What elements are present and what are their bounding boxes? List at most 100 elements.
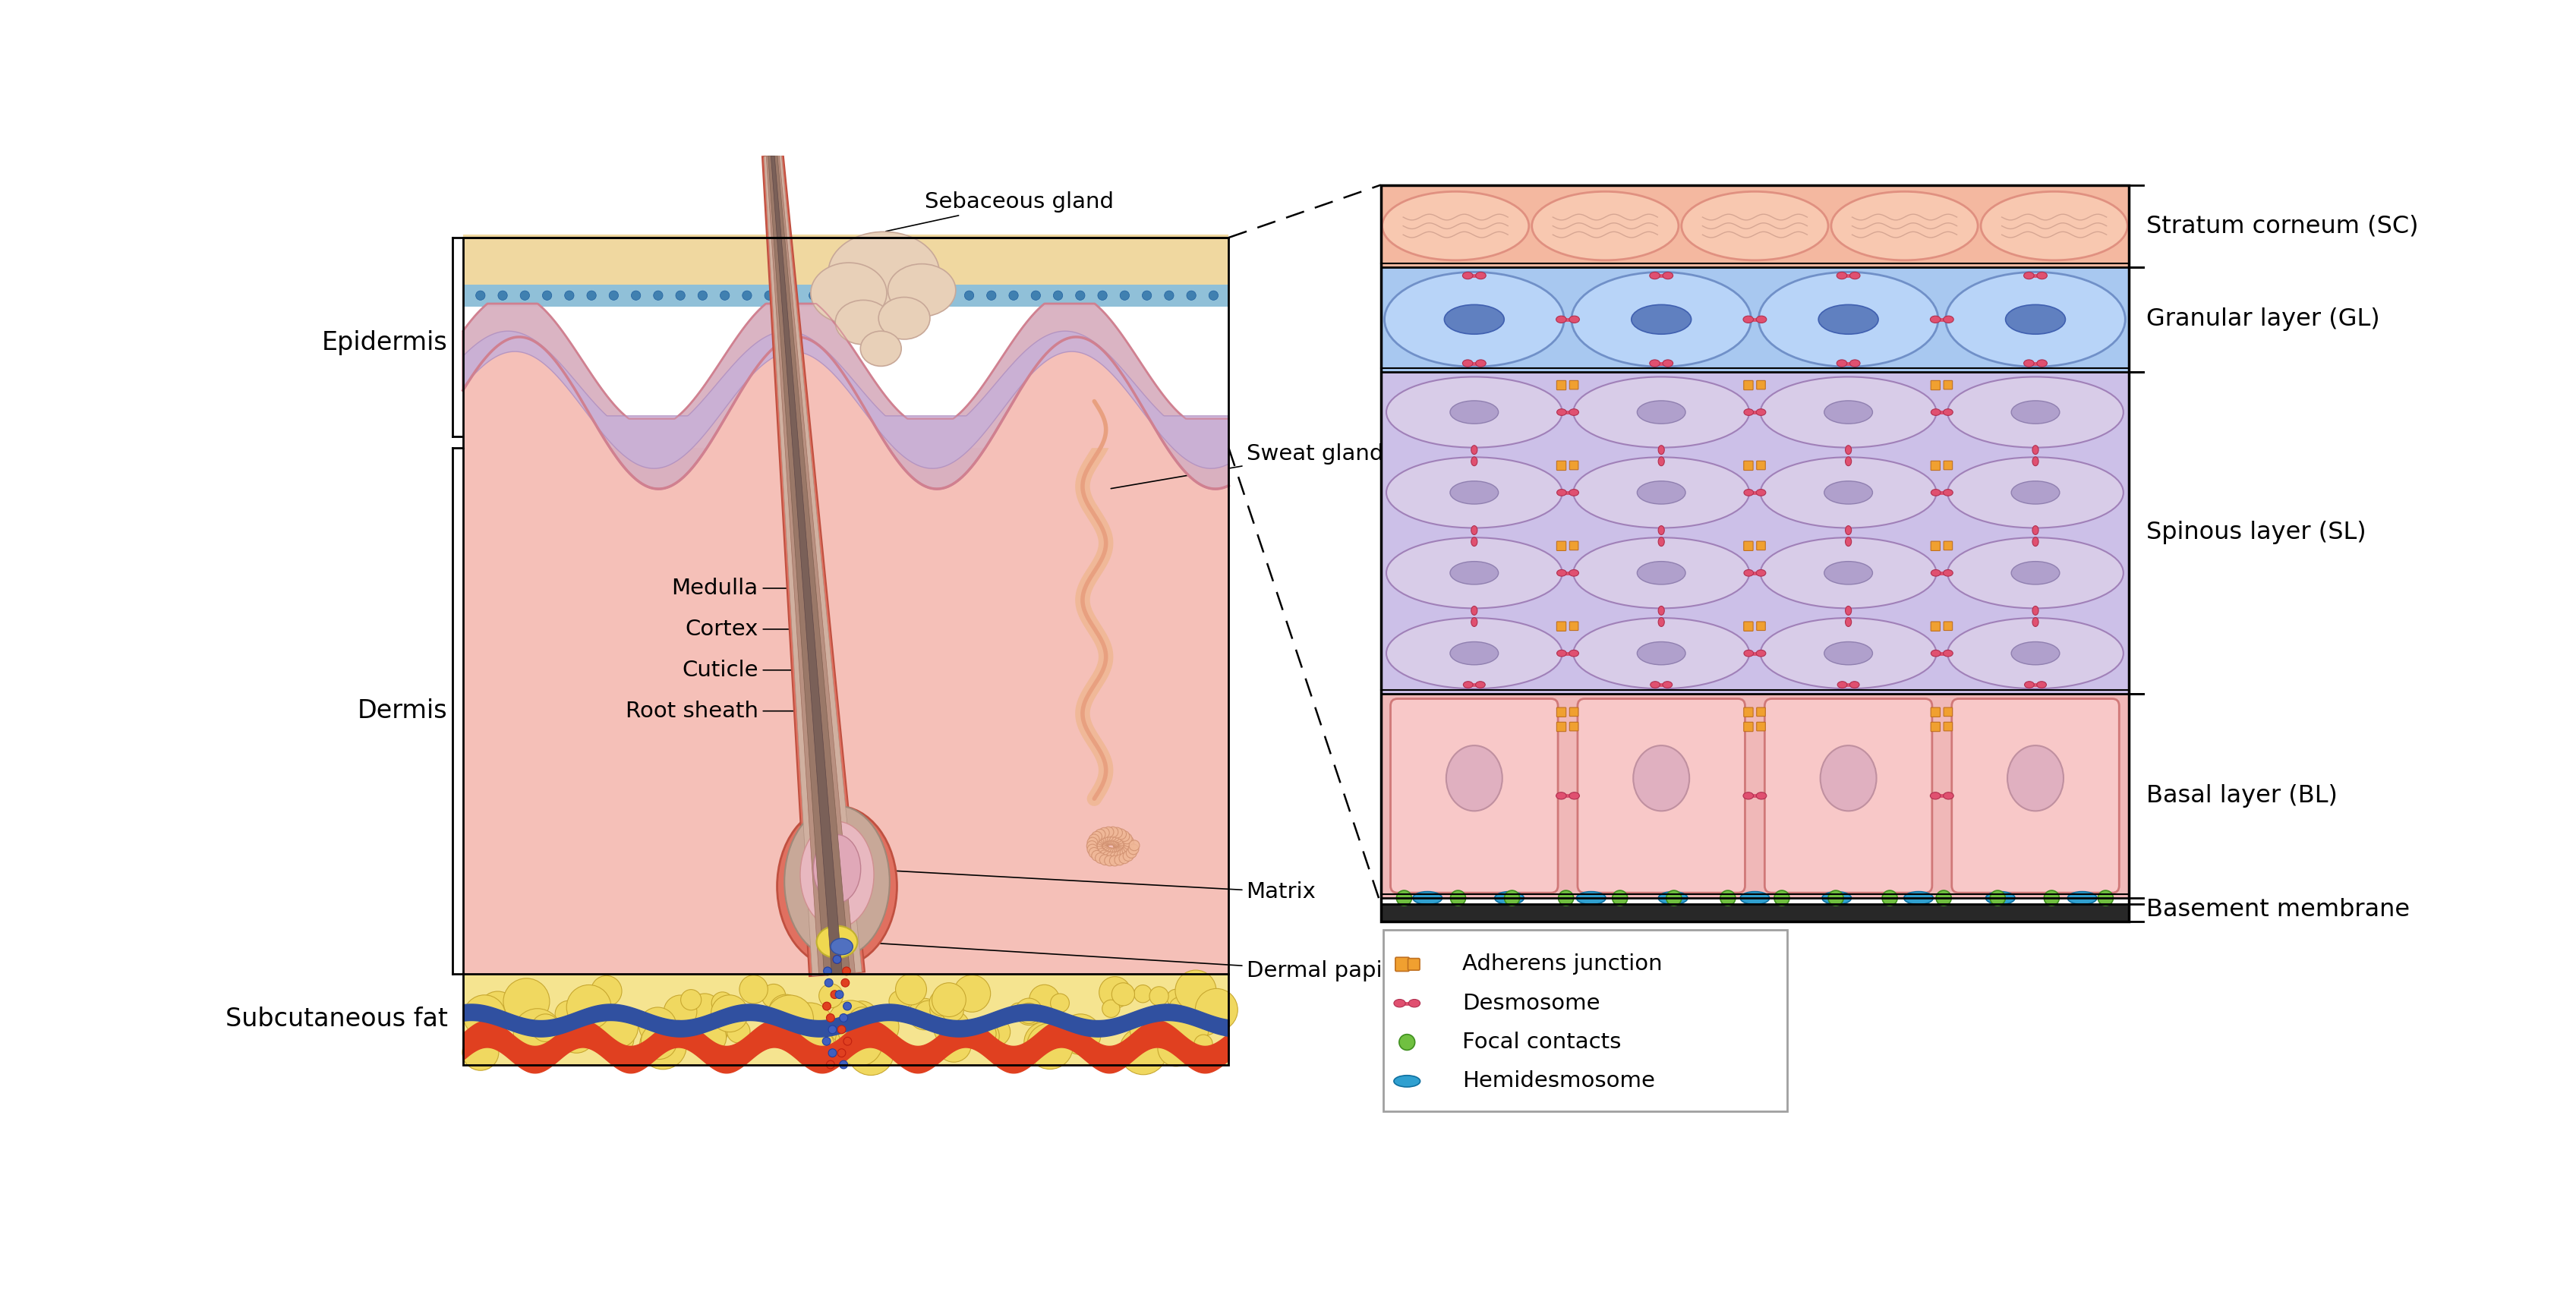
Circle shape bbox=[899, 291, 907, 300]
Text: Cuticle: Cuticle bbox=[683, 659, 757, 680]
Ellipse shape bbox=[1824, 401, 1873, 423]
Text: Granular layer (GL): Granular layer (GL) bbox=[2146, 308, 2380, 331]
Circle shape bbox=[914, 1001, 943, 1028]
Circle shape bbox=[1558, 890, 1574, 906]
Ellipse shape bbox=[2032, 445, 2038, 454]
Circle shape bbox=[1721, 890, 1736, 906]
Circle shape bbox=[544, 291, 551, 300]
Circle shape bbox=[987, 291, 997, 300]
Ellipse shape bbox=[1832, 192, 1978, 261]
Circle shape bbox=[775, 1009, 804, 1038]
Ellipse shape bbox=[1942, 792, 1953, 800]
Circle shape bbox=[1208, 291, 1218, 300]
Ellipse shape bbox=[1744, 792, 1754, 800]
Ellipse shape bbox=[1476, 681, 1486, 688]
Ellipse shape bbox=[1386, 457, 1561, 528]
Circle shape bbox=[2043, 890, 2058, 906]
Ellipse shape bbox=[811, 262, 886, 323]
Circle shape bbox=[827, 1060, 835, 1068]
Ellipse shape bbox=[1932, 489, 1940, 496]
Circle shape bbox=[930, 1001, 951, 1020]
Circle shape bbox=[1100, 845, 1110, 855]
Circle shape bbox=[1110, 848, 1121, 858]
Circle shape bbox=[1113, 840, 1123, 850]
FancyBboxPatch shape bbox=[1757, 461, 1765, 470]
Circle shape bbox=[1113, 848, 1123, 858]
Circle shape bbox=[1095, 846, 1105, 857]
Circle shape bbox=[829, 990, 840, 998]
Circle shape bbox=[1100, 828, 1110, 839]
Circle shape bbox=[840, 1060, 848, 1068]
Circle shape bbox=[688, 1029, 706, 1049]
Circle shape bbox=[1123, 842, 1133, 853]
Ellipse shape bbox=[2007, 305, 2066, 334]
Circle shape bbox=[1113, 850, 1123, 862]
Polygon shape bbox=[762, 154, 866, 976]
Circle shape bbox=[1126, 848, 1136, 858]
FancyBboxPatch shape bbox=[1932, 541, 1940, 550]
Circle shape bbox=[842, 1037, 853, 1045]
Ellipse shape bbox=[1659, 526, 1664, 535]
Circle shape bbox=[1149, 986, 1170, 1006]
Ellipse shape bbox=[1651, 681, 1659, 688]
Circle shape bbox=[1103, 851, 1113, 862]
FancyBboxPatch shape bbox=[1945, 541, 1953, 550]
Ellipse shape bbox=[1757, 792, 1767, 800]
Circle shape bbox=[909, 998, 940, 1029]
Circle shape bbox=[1090, 848, 1100, 858]
Circle shape bbox=[1123, 845, 1133, 855]
Ellipse shape bbox=[1662, 681, 1672, 688]
Circle shape bbox=[587, 291, 595, 300]
Circle shape bbox=[1097, 840, 1108, 850]
Ellipse shape bbox=[1445, 745, 1502, 811]
Ellipse shape bbox=[1837, 681, 1847, 688]
Ellipse shape bbox=[1574, 376, 1749, 448]
Ellipse shape bbox=[1394, 999, 1406, 1007]
Ellipse shape bbox=[1386, 376, 1561, 448]
Circle shape bbox=[933, 983, 966, 1016]
Ellipse shape bbox=[889, 263, 956, 317]
Ellipse shape bbox=[1824, 482, 1873, 504]
Circle shape bbox=[1097, 839, 1108, 849]
Text: Spinous layer (SL): Spinous layer (SL) bbox=[2146, 520, 2367, 545]
Circle shape bbox=[479, 992, 518, 1029]
Ellipse shape bbox=[1471, 526, 1476, 535]
Ellipse shape bbox=[2032, 618, 2038, 627]
Circle shape bbox=[1115, 835, 1128, 845]
Circle shape bbox=[1010, 291, 1018, 300]
Circle shape bbox=[1010, 1003, 1028, 1022]
FancyBboxPatch shape bbox=[464, 284, 1229, 306]
Circle shape bbox=[786, 1003, 835, 1051]
Ellipse shape bbox=[878, 297, 930, 339]
Circle shape bbox=[567, 985, 611, 1029]
FancyBboxPatch shape bbox=[1757, 622, 1765, 631]
Circle shape bbox=[1113, 983, 1133, 1006]
FancyBboxPatch shape bbox=[1381, 186, 2128, 267]
Circle shape bbox=[1018, 1003, 1038, 1024]
FancyBboxPatch shape bbox=[464, 235, 1229, 284]
FancyBboxPatch shape bbox=[1556, 707, 1566, 716]
FancyBboxPatch shape bbox=[1383, 931, 1788, 1111]
Circle shape bbox=[1105, 848, 1115, 858]
Circle shape bbox=[1100, 850, 1110, 861]
Circle shape bbox=[631, 291, 641, 300]
FancyBboxPatch shape bbox=[1556, 541, 1566, 550]
Ellipse shape bbox=[829, 938, 853, 955]
Ellipse shape bbox=[1744, 570, 1754, 576]
Circle shape bbox=[827, 1014, 835, 1022]
Circle shape bbox=[688, 993, 721, 1025]
Ellipse shape bbox=[1633, 745, 1690, 811]
Circle shape bbox=[896, 974, 927, 1005]
Ellipse shape bbox=[1757, 315, 1767, 323]
Circle shape bbox=[822, 1002, 832, 1010]
Ellipse shape bbox=[1659, 606, 1664, 615]
Ellipse shape bbox=[1942, 409, 1953, 415]
Circle shape bbox=[1092, 844, 1103, 854]
Circle shape bbox=[920, 291, 930, 300]
Circle shape bbox=[675, 291, 685, 300]
Circle shape bbox=[1103, 848, 1113, 858]
Circle shape bbox=[693, 1020, 726, 1054]
Circle shape bbox=[938, 1027, 971, 1062]
Circle shape bbox=[809, 1041, 829, 1060]
Ellipse shape bbox=[1463, 681, 1473, 688]
